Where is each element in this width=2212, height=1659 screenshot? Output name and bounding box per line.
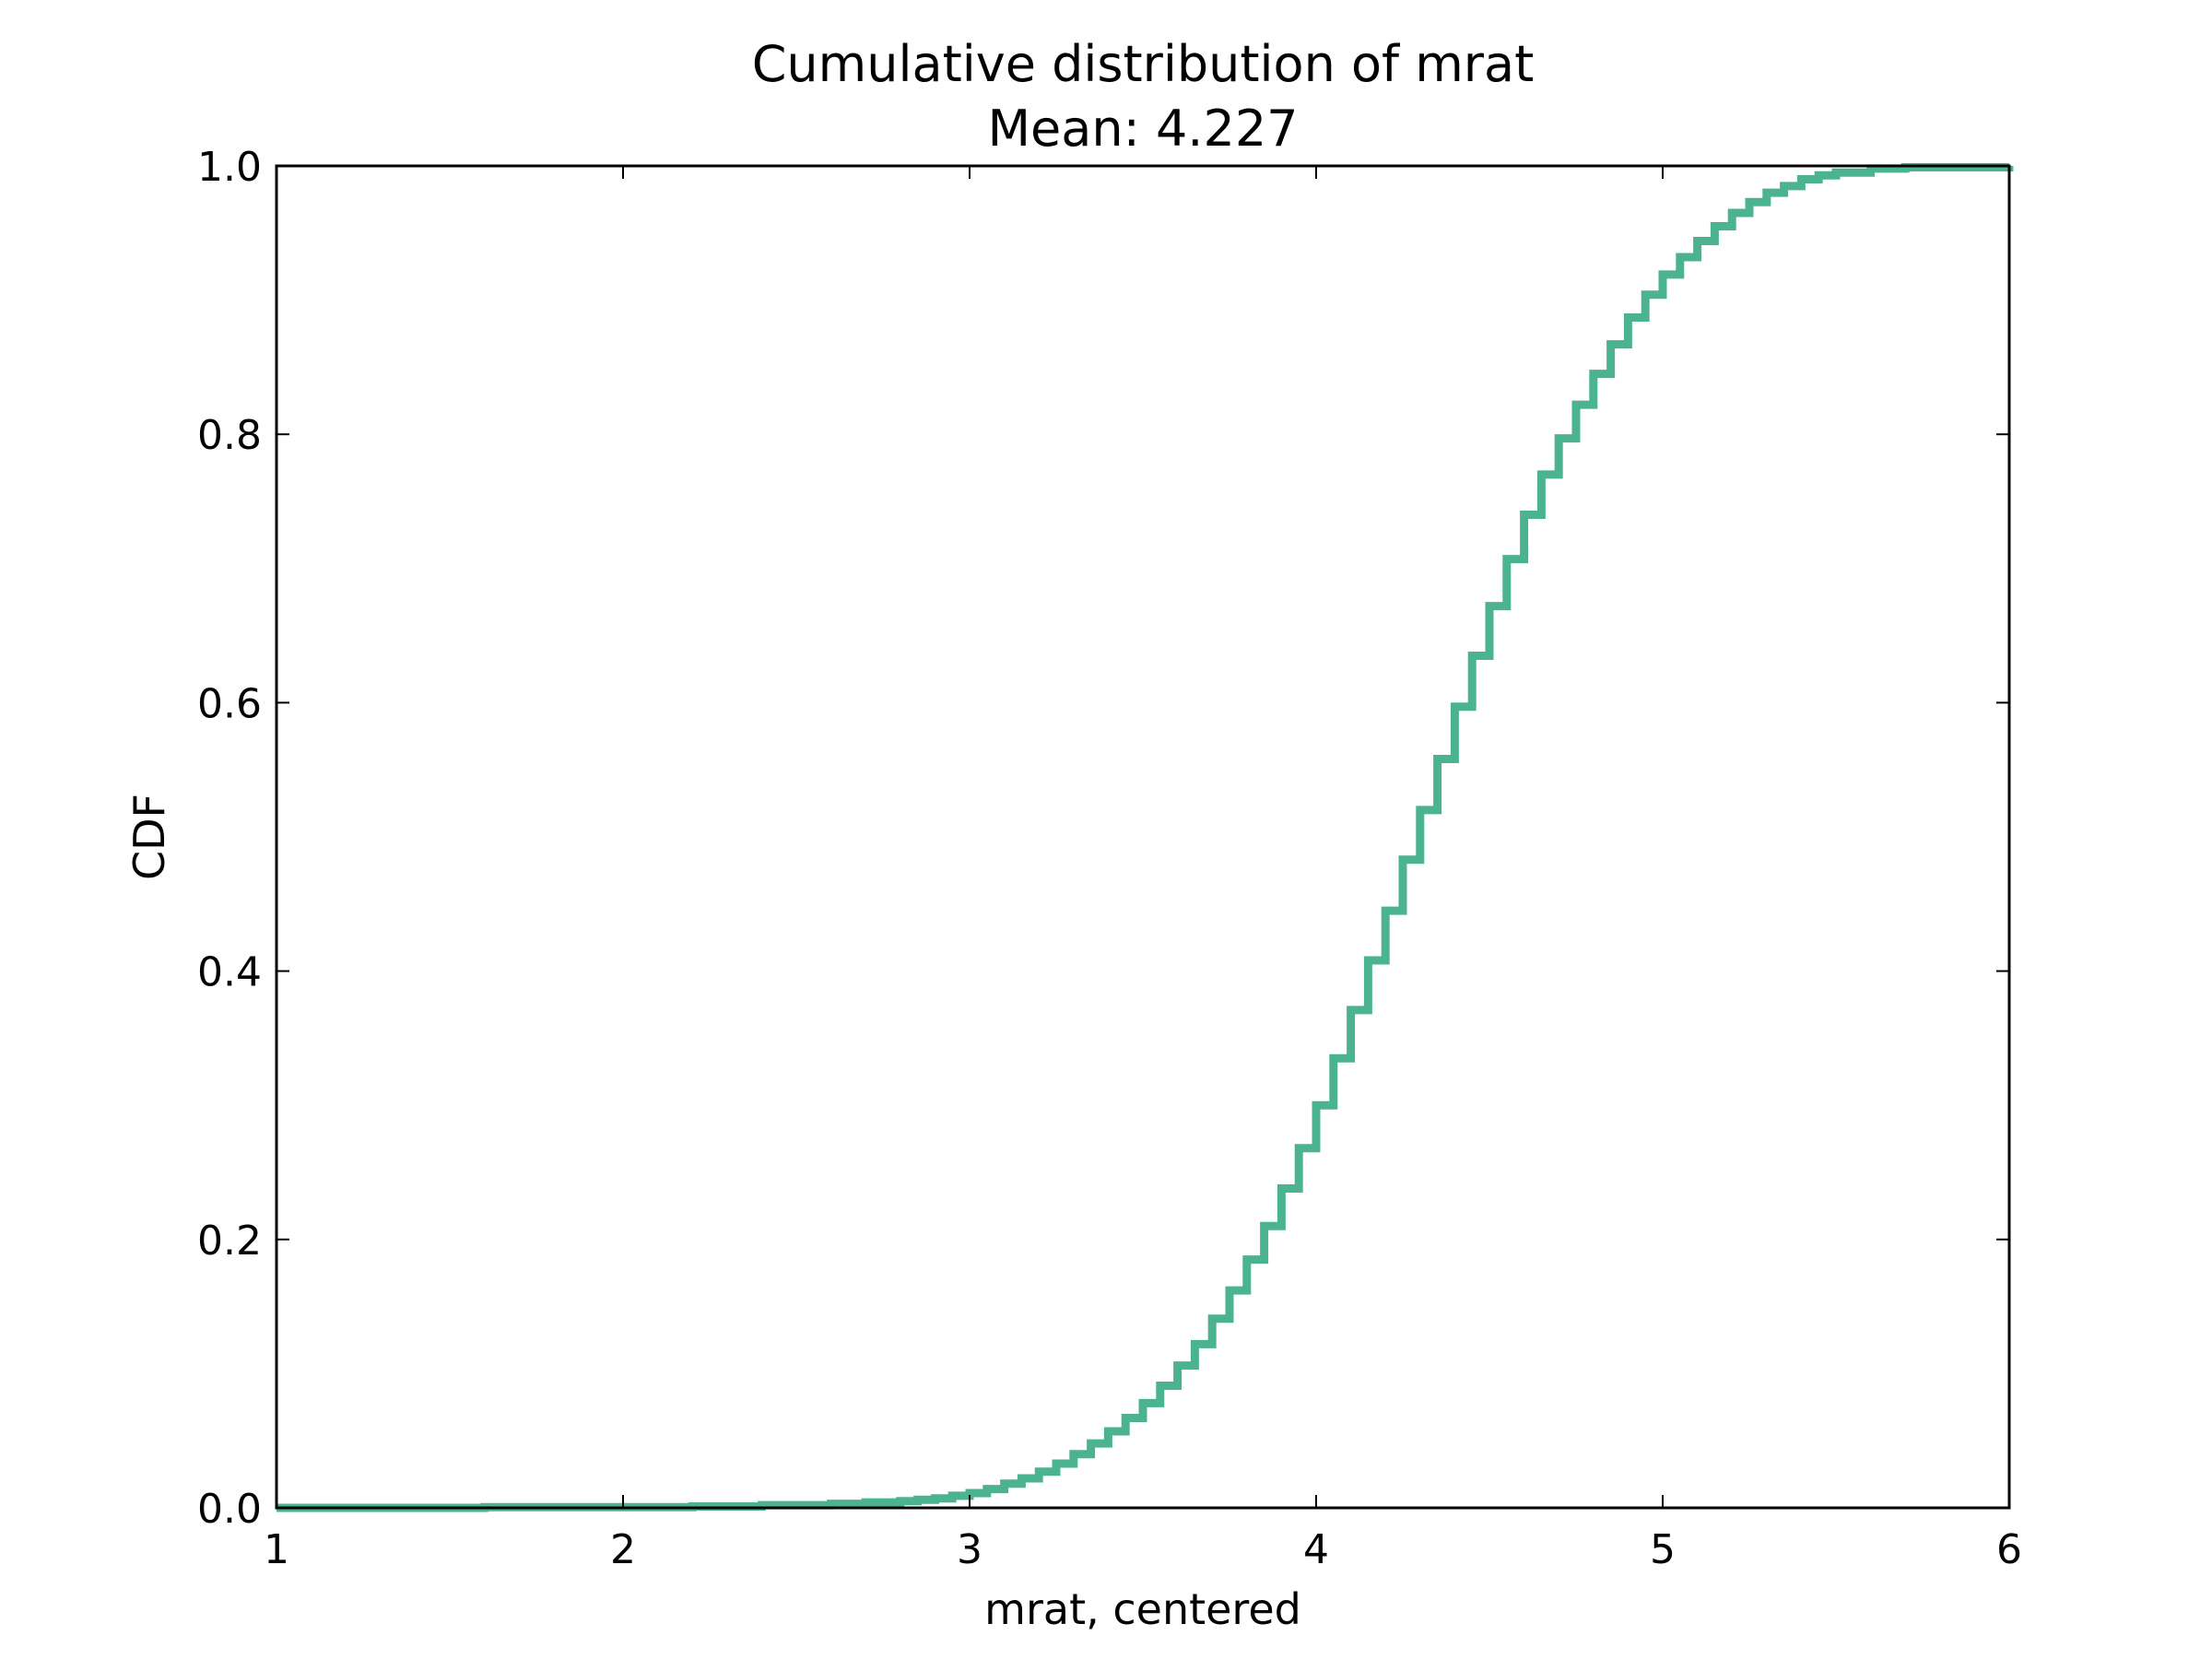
y-tick-label: 0.0: [197, 1486, 262, 1533]
y-tick-label: 1.0: [197, 144, 262, 191]
x-tick-label: 6: [1996, 1526, 2022, 1573]
chart-title: Cumulative distribution of mrat: [752, 35, 1535, 93]
y-tick-label: 0.6: [197, 680, 262, 727]
y-axis-label: CDF: [124, 794, 174, 880]
x-tick-label: 5: [1650, 1526, 1676, 1573]
x-tick-label: 4: [1303, 1526, 1329, 1573]
plot-frame: [275, 164, 2011, 1510]
chart-subtitle: Mean: 4.227: [987, 100, 1298, 158]
y-tick-label: 0.8: [197, 412, 262, 459]
x-tick-label: 3: [957, 1526, 982, 1573]
y-tick-label: 0.2: [197, 1218, 262, 1265]
x-axis-label: mrat, centered: [984, 1584, 1301, 1634]
x-tick-label: 1: [264, 1526, 289, 1573]
x-tick-label: 2: [610, 1526, 636, 1573]
y-tick-label: 0.4: [197, 949, 262, 996]
cdf-series-line: [276, 162, 2014, 1512]
plot-area: [276, 162, 2014, 1512]
